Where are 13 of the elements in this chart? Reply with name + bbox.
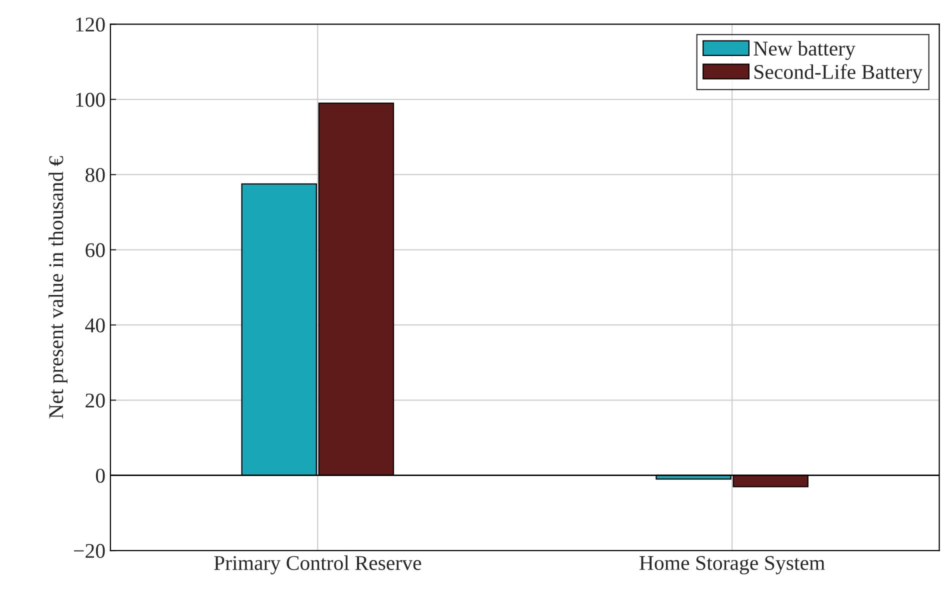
x-tick-label: Primary Control Reserve	[214, 555, 422, 574]
y-tick-label: 80	[86, 168, 105, 182]
y-tick-label: 20	[86, 394, 105, 408]
y-tick-label: 0	[96, 468, 105, 483]
y-tick-label: 120	[76, 18, 105, 32]
y-tick-label: 100	[76, 92, 105, 107]
y-axis-title: Net present value in thousand €	[48, 156, 68, 418]
legend-label: New battery	[754, 40, 856, 60]
x-tick-label: Home Storage System	[640, 556, 825, 574]
y-tick-label: 60	[86, 243, 105, 258]
legend-label: Second-Life Battery	[754, 64, 923, 84]
y-tick-label: 40	[85, 318, 105, 332]
y-tick-label: −20	[74, 544, 105, 558]
